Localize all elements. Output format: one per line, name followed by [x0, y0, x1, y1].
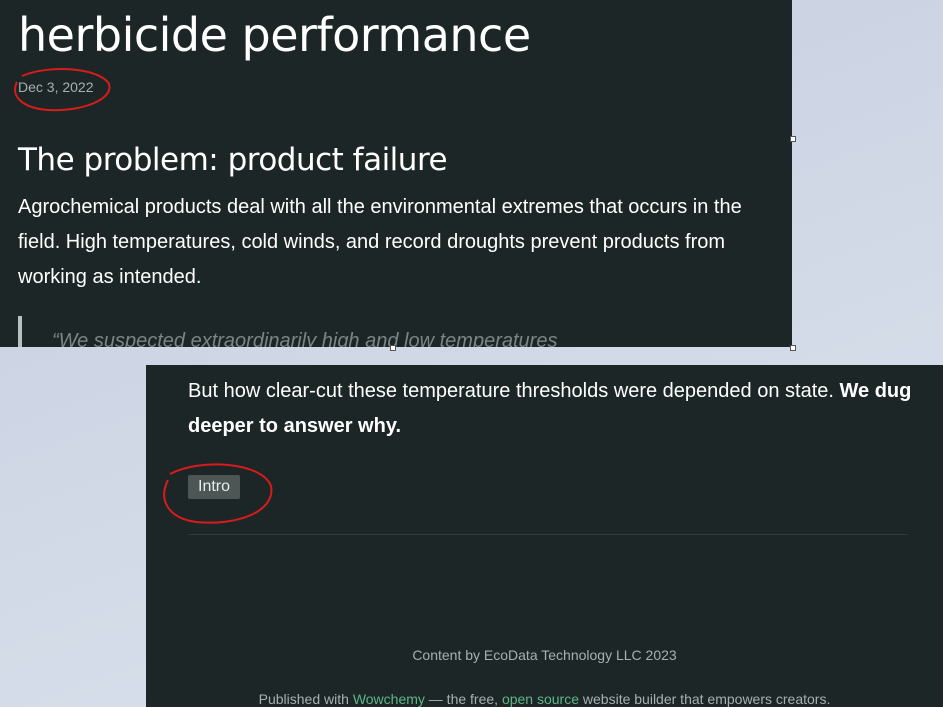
- section-heading: The problem: product failure: [18, 142, 448, 178]
- red-circle: [14, 68, 111, 112]
- copyright: Content by EcoData Technology LLC 2023: [412, 647, 677, 663]
- blockquote: “We suspected extraordinarily high and l…: [18, 316, 557, 347]
- divider: [188, 534, 908, 535]
- article-title: herbicide performance: [18, 8, 531, 62]
- article-top: herbicide performance Dec 3, 2022 The pr…: [0, 0, 792, 347]
- link[interactable]: open source: [501, 691, 580, 707]
- article-bottom: But how clear-cut these temperature thre…: [146, 365, 943, 707]
- conclusion-text: But how clear-cut these temperature thre…: [188, 380, 834, 402]
- text: — the free,: [428, 691, 499, 707]
- conclusion: But how clear-cut these temperature thre…: [188, 374, 918, 444]
- text: website builder that empowers creators.: [582, 691, 831, 707]
- tag[interactable]: Intro: [188, 475, 241, 499]
- selection-handle: [790, 345, 796, 351]
- text: Published with: [258, 691, 349, 707]
- powered-by: Published with Wowchemy — the free, open…: [146, 691, 943, 707]
- paragraph: Agrochemical products deal with all the …: [18, 196, 742, 288]
- selection-handle: [390, 345, 396, 351]
- selection-handle: [790, 136, 796, 142]
- link[interactable]: Wowchemy: [352, 691, 425, 707]
- conclusion-bold: We dug deeper to answer why.: [188, 380, 912, 437]
- article-date: Dec 3, 2022: [18, 79, 94, 95]
- red-circle: [163, 463, 273, 524]
